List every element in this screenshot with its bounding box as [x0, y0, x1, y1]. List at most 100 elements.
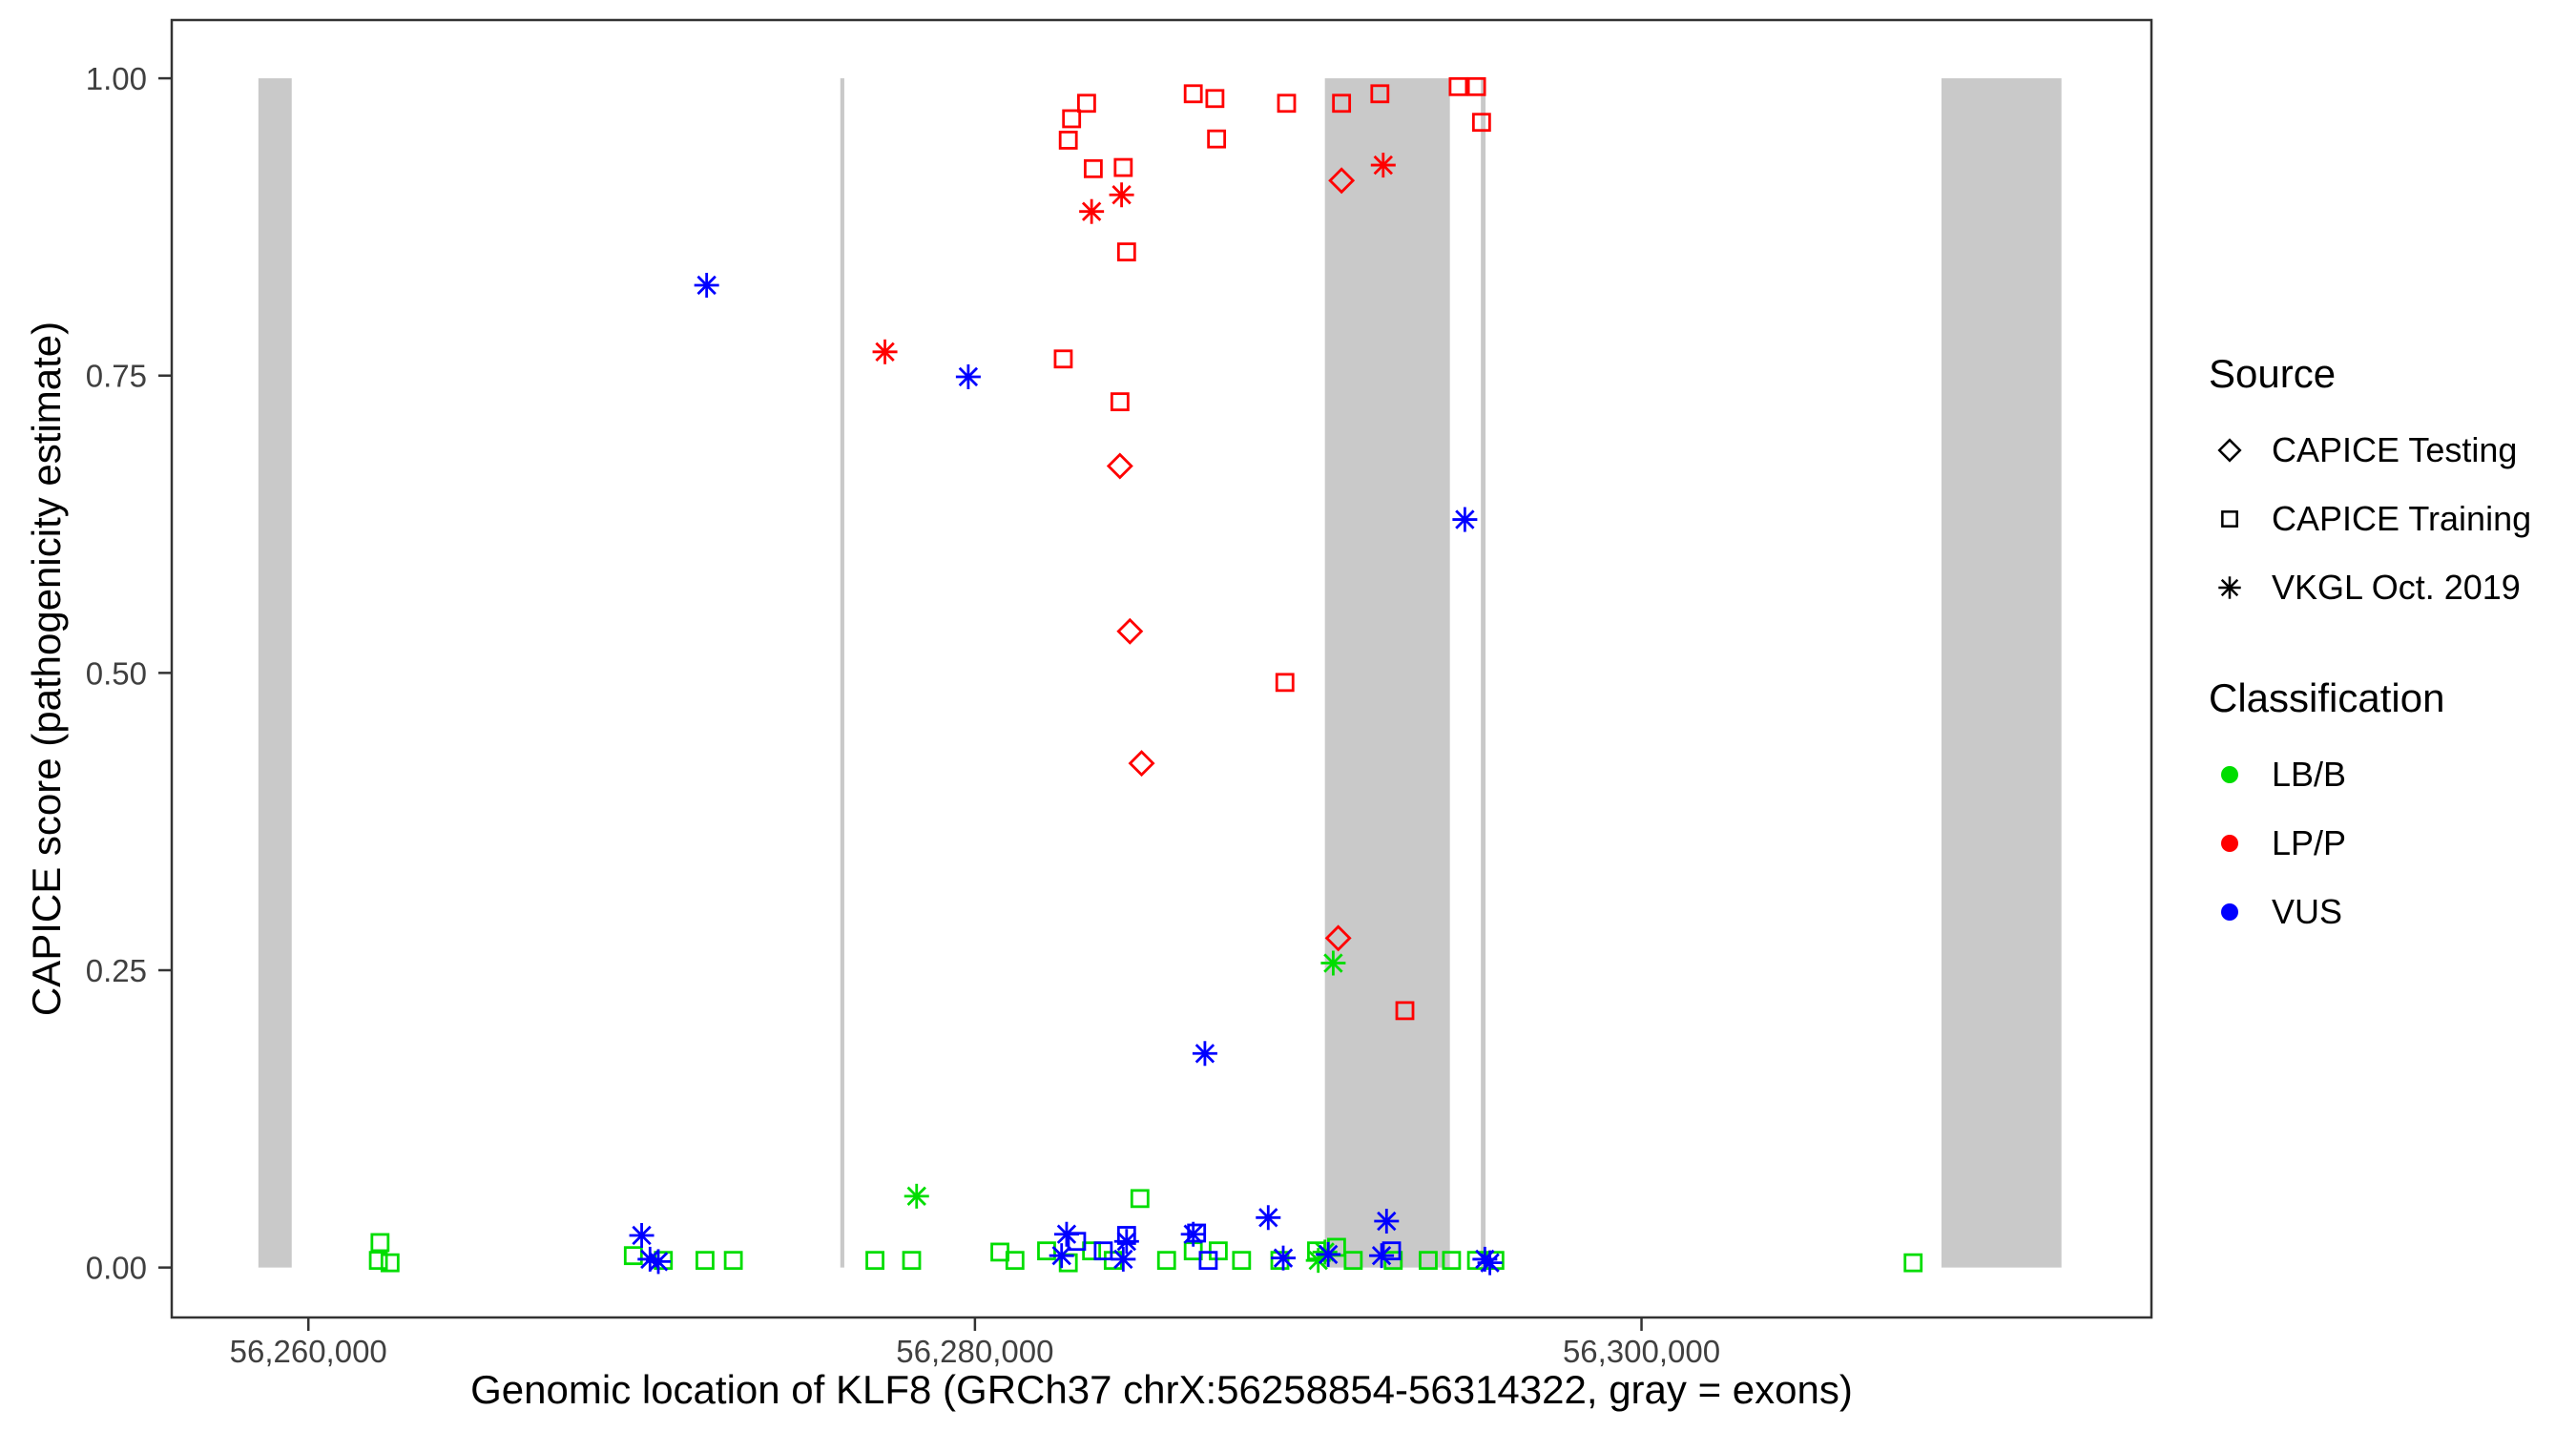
- data-point: [1343, 1251, 1363, 1271]
- exon-band: [840, 78, 844, 1268]
- data-point: [694, 272, 719, 298]
- y-tick-label: 0.50: [86, 655, 147, 691]
- data-point: [872, 339, 898, 364]
- circle-icon: [2209, 822, 2251, 864]
- data-point: [1232, 1251, 1252, 1271]
- y-tick-label: 1.00: [86, 61, 147, 96]
- circle-icon: [2209, 891, 2251, 933]
- asterisk-marker: [2218, 576, 2241, 599]
- data-point: [623, 1246, 643, 1266]
- data-point: [1116, 617, 1144, 645]
- diamond-marker: [2217, 438, 2242, 463]
- square-icon: [2209, 498, 2251, 540]
- data-point: [1395, 1001, 1415, 1021]
- y-tick-label: 0.00: [86, 1251, 147, 1286]
- legend-item: CAPICE Testing: [2209, 416, 2531, 485]
- data-point: [1113, 1229, 1139, 1255]
- data-point: [1116, 242, 1136, 261]
- data-point: [1277, 93, 1297, 114]
- data-point: [1180, 1221, 1206, 1247]
- y-tick-label: 0.25: [86, 953, 147, 988]
- circle-marker: [2221, 766, 2238, 783]
- legend-classification: Classification LB/B LP/P VUS: [2209, 675, 2531, 946]
- x-tick-label: 56,280,000: [896, 1334, 1053, 1369]
- data-point: [1374, 1209, 1400, 1234]
- data-point: [1058, 131, 1078, 150]
- legend-label: LP/P: [2272, 823, 2347, 862]
- data-point: [1113, 157, 1133, 177]
- data-point: [370, 1233, 390, 1253]
- legend: Source CAPICE Testing CAPICE Training VKGL…: [2209, 351, 2531, 946]
- data-point: [1106, 452, 1133, 480]
- data-point: [1903, 1253, 1923, 1273]
- data-point: [1369, 1243, 1395, 1269]
- asterisk-icon: [2209, 567, 2251, 609]
- data-point: [1207, 129, 1227, 149]
- square-marker: [2221, 510, 2238, 528]
- data-point: [1109, 182, 1134, 208]
- legend-item: LP/P: [2209, 809, 2531, 878]
- data-point: [1324, 924, 1352, 952]
- y-axis-title: CAPICE score (pathogenicity estimate): [24, 321, 69, 1017]
- circle-icon: [2209, 754, 2251, 796]
- legend-source-items: CAPICE Testing CAPICE Training VKGL Oct. 2…: [2209, 416, 2531, 622]
- legend-label: LB/B: [2272, 755, 2347, 794]
- data-point: [904, 1183, 929, 1209]
- circle-marker: [2221, 903, 2238, 921]
- x-tick-label: 56,260,000: [230, 1334, 387, 1369]
- data-point: [1110, 392, 1130, 412]
- data-point: [1208, 1241, 1228, 1261]
- data-point: [1062, 109, 1082, 129]
- data-point: [1442, 1251, 1462, 1271]
- data-point: [1079, 198, 1105, 224]
- data-point: [1183, 84, 1203, 104]
- data-point: [1332, 93, 1352, 114]
- data-point: [1452, 507, 1478, 532]
- x-tick-label: 56,300,000: [1563, 1334, 1720, 1369]
- data-point: [1466, 76, 1486, 96]
- data-point: [1270, 1251, 1290, 1271]
- exon-band: [258, 78, 292, 1268]
- data-point: [1093, 1241, 1113, 1261]
- data-point: [1448, 76, 1468, 96]
- legend-source: Source CAPICE Testing CAPICE Training VKGL…: [2209, 351, 2531, 622]
- data-point: [1370, 153, 1396, 178]
- exon-band: [1481, 78, 1486, 1268]
- data-point: [1082, 1241, 1102, 1261]
- legend-classification-items: LB/B LP/P VUS: [2209, 740, 2531, 946]
- data-point: [865, 1251, 884, 1271]
- data-point: [1192, 1041, 1217, 1067]
- legend-item: LB/B: [2209, 740, 2531, 809]
- legend-item: VKGL Oct. 2019: [2209, 553, 2531, 622]
- data-point: [902, 1251, 922, 1271]
- data-point: [1477, 1250, 1503, 1275]
- data-point: [1316, 1241, 1341, 1267]
- legend-label: CAPICE Training: [2272, 499, 2532, 538]
- data-point: [380, 1253, 400, 1273]
- panel-border: [170, 18, 2153, 1319]
- data-point: [1083, 158, 1103, 178]
- data-point: [696, 1251, 715, 1271]
- data-point: [1156, 1251, 1176, 1271]
- data-point: [1328, 167, 1356, 195]
- legend-source-title: Source: [2209, 351, 2337, 396]
- diamond-icon: [2209, 429, 2251, 471]
- data-point: [1128, 750, 1155, 778]
- data-point: [1471, 113, 1491, 133]
- legend-item: VUS: [2209, 878, 2531, 946]
- legend-label: VKGL Oct. 2019: [2272, 568, 2521, 607]
- exon-band: [1324, 78, 1450, 1268]
- circle-marker: [2221, 835, 2238, 852]
- data-point: [1198, 1251, 1218, 1271]
- data-point: [1320, 950, 1346, 976]
- data-point: [1256, 1205, 1281, 1231]
- data-point: [1381, 1241, 1402, 1261]
- y-tick-label: 0.75: [86, 359, 147, 394]
- data-point: [1037, 1241, 1056, 1261]
- data-point: [1005, 1251, 1025, 1271]
- data-point: [1130, 1189, 1150, 1209]
- data-point: [629, 1222, 654, 1248]
- x-axis-title: Genomic location of KLF8 (GRCh37 chrX:56…: [470, 1367, 1853, 1412]
